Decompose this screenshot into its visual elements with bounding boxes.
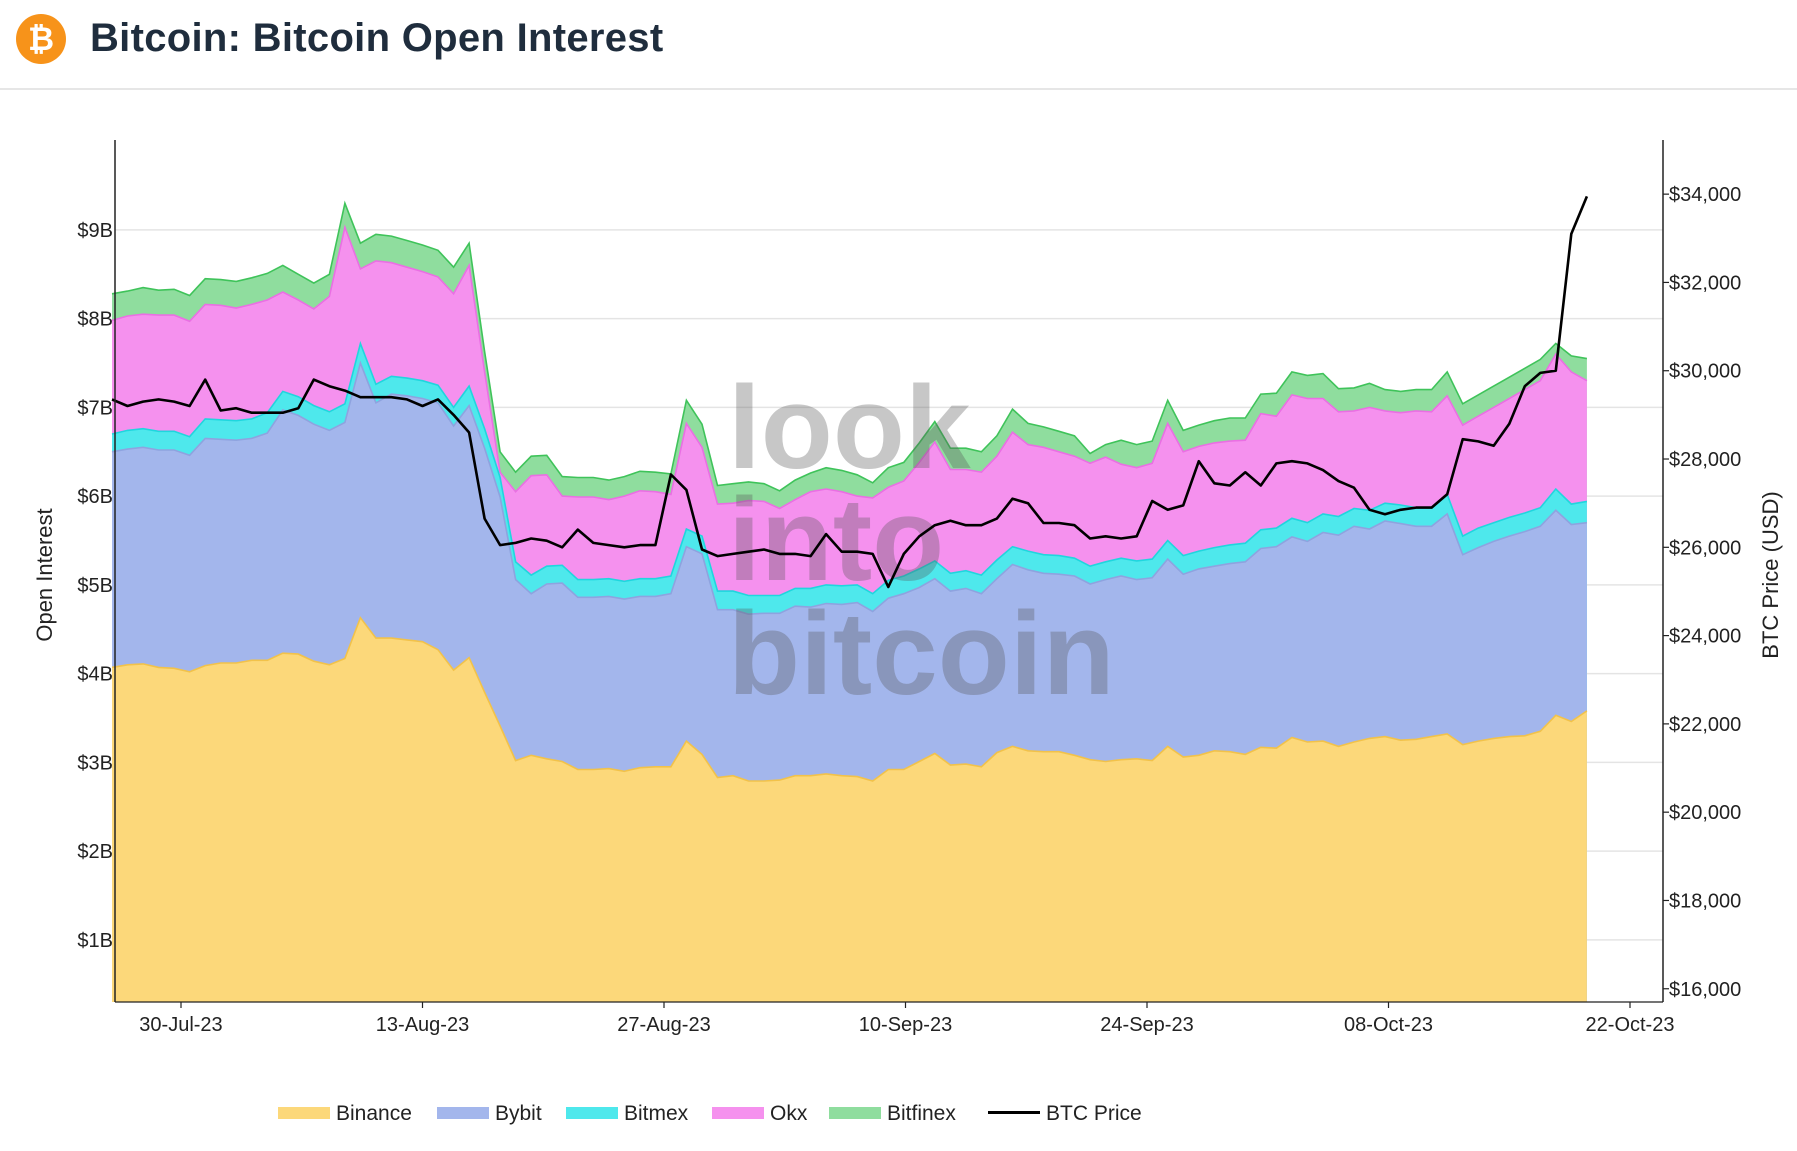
x-tick-label: 13-Aug-23 xyxy=(376,1014,469,1036)
y2-tick-label: $16,000 xyxy=(1669,979,1741,1001)
legend: Binance Bybit Bitmex Okx Bitfinex BTC Price xyxy=(278,1102,1142,1125)
chart-area: look into bitcoin $1B $2B $3B $4B $5B $6B $7B $… xyxy=(0,90,1797,1146)
legend-swatch-bitfinex xyxy=(829,1107,881,1119)
x-tick-label: 22-Oct-23 xyxy=(1586,1014,1675,1036)
legend-label-bitfinex: Bitfinex xyxy=(887,1102,956,1125)
legend-swatch-binance xyxy=(278,1107,330,1119)
y-tick-label: $1B xyxy=(77,930,113,952)
y2-tick-label: $26,000 xyxy=(1669,537,1741,559)
y2-tick-label: $24,000 xyxy=(1669,626,1741,648)
axes: $1B $2B $3B $4B $5B $6B $7B $8B $9B $16,000 $18,00… xyxy=(77,140,1741,1036)
legend-label-okx: Okx xyxy=(770,1102,808,1125)
y2-tick-label: $22,000 xyxy=(1669,714,1741,736)
btc-price-series xyxy=(111,195,1589,589)
y2-tick-label: $28,000 xyxy=(1669,449,1741,471)
y-tick-label: $2B xyxy=(77,841,113,863)
y-tick-label: $7B xyxy=(77,397,113,419)
y2-tick-label: $30,000 xyxy=(1669,361,1741,383)
y2-tick-label: $18,000 xyxy=(1669,890,1741,912)
y-tick-label: $6B xyxy=(77,486,113,508)
x-tick-label: 10-Sep-23 xyxy=(859,1014,952,1036)
area-edge-bitmex xyxy=(111,340,1588,597)
legend-swatch-bybit xyxy=(437,1107,489,1119)
watermark-line-2: into xyxy=(728,474,944,606)
legend-label-btc-price: BTC Price xyxy=(1046,1102,1142,1125)
legend-swatch-btc-price xyxy=(988,1111,1040,1114)
y-tick-label: $4B xyxy=(77,664,113,686)
y2-tick-label: $34,000 xyxy=(1669,184,1741,206)
watermark-line-1: look xyxy=(728,362,971,494)
area-edge-bybit xyxy=(111,360,1587,616)
page-header: ₿ Bitcoin: Bitcoin Open Interest xyxy=(0,0,1797,90)
stacked-areas xyxy=(111,200,1588,1003)
y-tick-label: $3B xyxy=(77,752,113,774)
area-edge-bitfinex xyxy=(111,200,1588,492)
legend-label-binance: Binance xyxy=(336,1102,412,1125)
area-edge-okx xyxy=(111,224,1588,510)
btc-price-line xyxy=(111,195,1589,589)
y-tick-label: $5B xyxy=(77,575,113,597)
legend-swatch-bitmex xyxy=(566,1107,618,1119)
area-edge-binance xyxy=(111,616,1588,782)
bitcoin-logo-icon: ₿ xyxy=(16,14,66,64)
x-tick-label: 27-Aug-23 xyxy=(617,1014,710,1036)
x-tick-label: 24-Sep-23 xyxy=(1100,1014,1193,1036)
y2-axis-label: BTC Price (USD) xyxy=(1758,491,1783,658)
legend-swatch-okx xyxy=(712,1107,764,1119)
y-tick-label: $8B xyxy=(77,309,113,331)
x-tick-label: 08-Oct-23 xyxy=(1344,1014,1433,1036)
y-tick-label: $9B xyxy=(77,220,113,242)
watermark-line-3: bitcoin xyxy=(728,588,1115,720)
area-binance xyxy=(112,617,1587,1002)
watermark: look into bitcoin xyxy=(728,362,1115,720)
y-axis-label: Open Interest xyxy=(32,508,57,641)
y2-tick-label: $32,000 xyxy=(1669,272,1741,294)
open-interest-chart: look into bitcoin $1B$2B$3B$4B$5B$6B$7B$… xyxy=(32,140,1783,1125)
legend-label-bybit: Bybit xyxy=(495,1102,542,1125)
page-title: Bitcoin: Bitcoin Open Interest xyxy=(90,16,664,60)
legend-label-bitmex: Bitmex xyxy=(624,1102,689,1125)
x-tick-label: 30-Jul-23 xyxy=(139,1014,222,1036)
y2-tick-label: $20,000 xyxy=(1669,802,1741,824)
